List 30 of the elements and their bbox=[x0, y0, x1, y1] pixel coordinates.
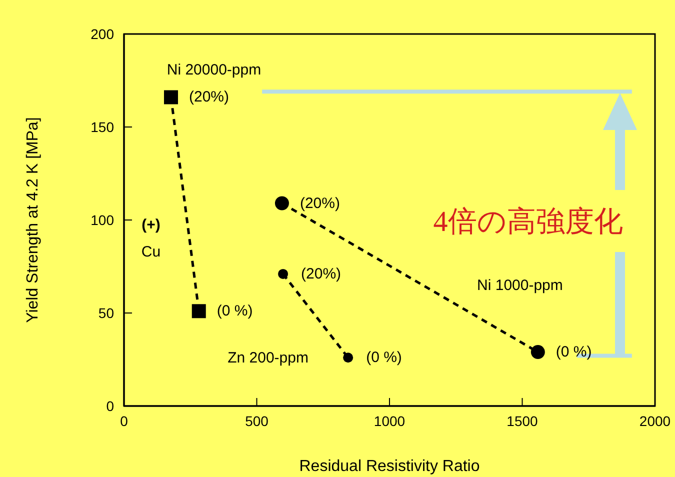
y-tick-label: 200 bbox=[90, 26, 114, 42]
point bbox=[274, 196, 289, 210]
y-tick-label: 100 bbox=[90, 212, 114, 228]
x-tick-label: 1500 bbox=[506, 412, 538, 429]
point bbox=[192, 304, 206, 318]
annotation: (0 %) bbox=[216, 302, 253, 320]
point bbox=[278, 268, 288, 279]
annotation: (20%) bbox=[301, 265, 342, 282]
annotation: (0 %) bbox=[556, 344, 592, 361]
x-tick-label: 0 bbox=[120, 412, 128, 429]
point bbox=[343, 352, 354, 363]
y-tick-label: 50 bbox=[98, 304, 114, 321]
series-label: Ni 20000-ppm bbox=[166, 62, 262, 79]
x-axis-title: Residual Resistivity Ratio bbox=[299, 458, 480, 475]
series-label: Zn 200-ppm bbox=[228, 349, 308, 366]
x-tick-label: 2000 bbox=[639, 412, 671, 429]
annotation: 4倍の高強度化 bbox=[433, 206, 623, 238]
point bbox=[164, 90, 178, 104]
annotation: (+) bbox=[142, 216, 160, 234]
annotation: (20%) bbox=[300, 194, 340, 212]
y-tick-label: 150 bbox=[90, 118, 114, 135]
point bbox=[530, 345, 545, 360]
y-axis-title: Yield Strength at 4.2 K [MPa] bbox=[24, 117, 42, 323]
annotation: Cu bbox=[141, 244, 161, 260]
annotation: (0 %) bbox=[366, 349, 402, 366]
x-tick-label: 500 bbox=[245, 412, 269, 429]
annotation: (20%) bbox=[188, 88, 230, 106]
y-tick-label: 0 bbox=[106, 398, 114, 414]
series-label: Ni 1000-ppm bbox=[477, 276, 563, 294]
x-tick-label: 1000 bbox=[374, 412, 406, 429]
